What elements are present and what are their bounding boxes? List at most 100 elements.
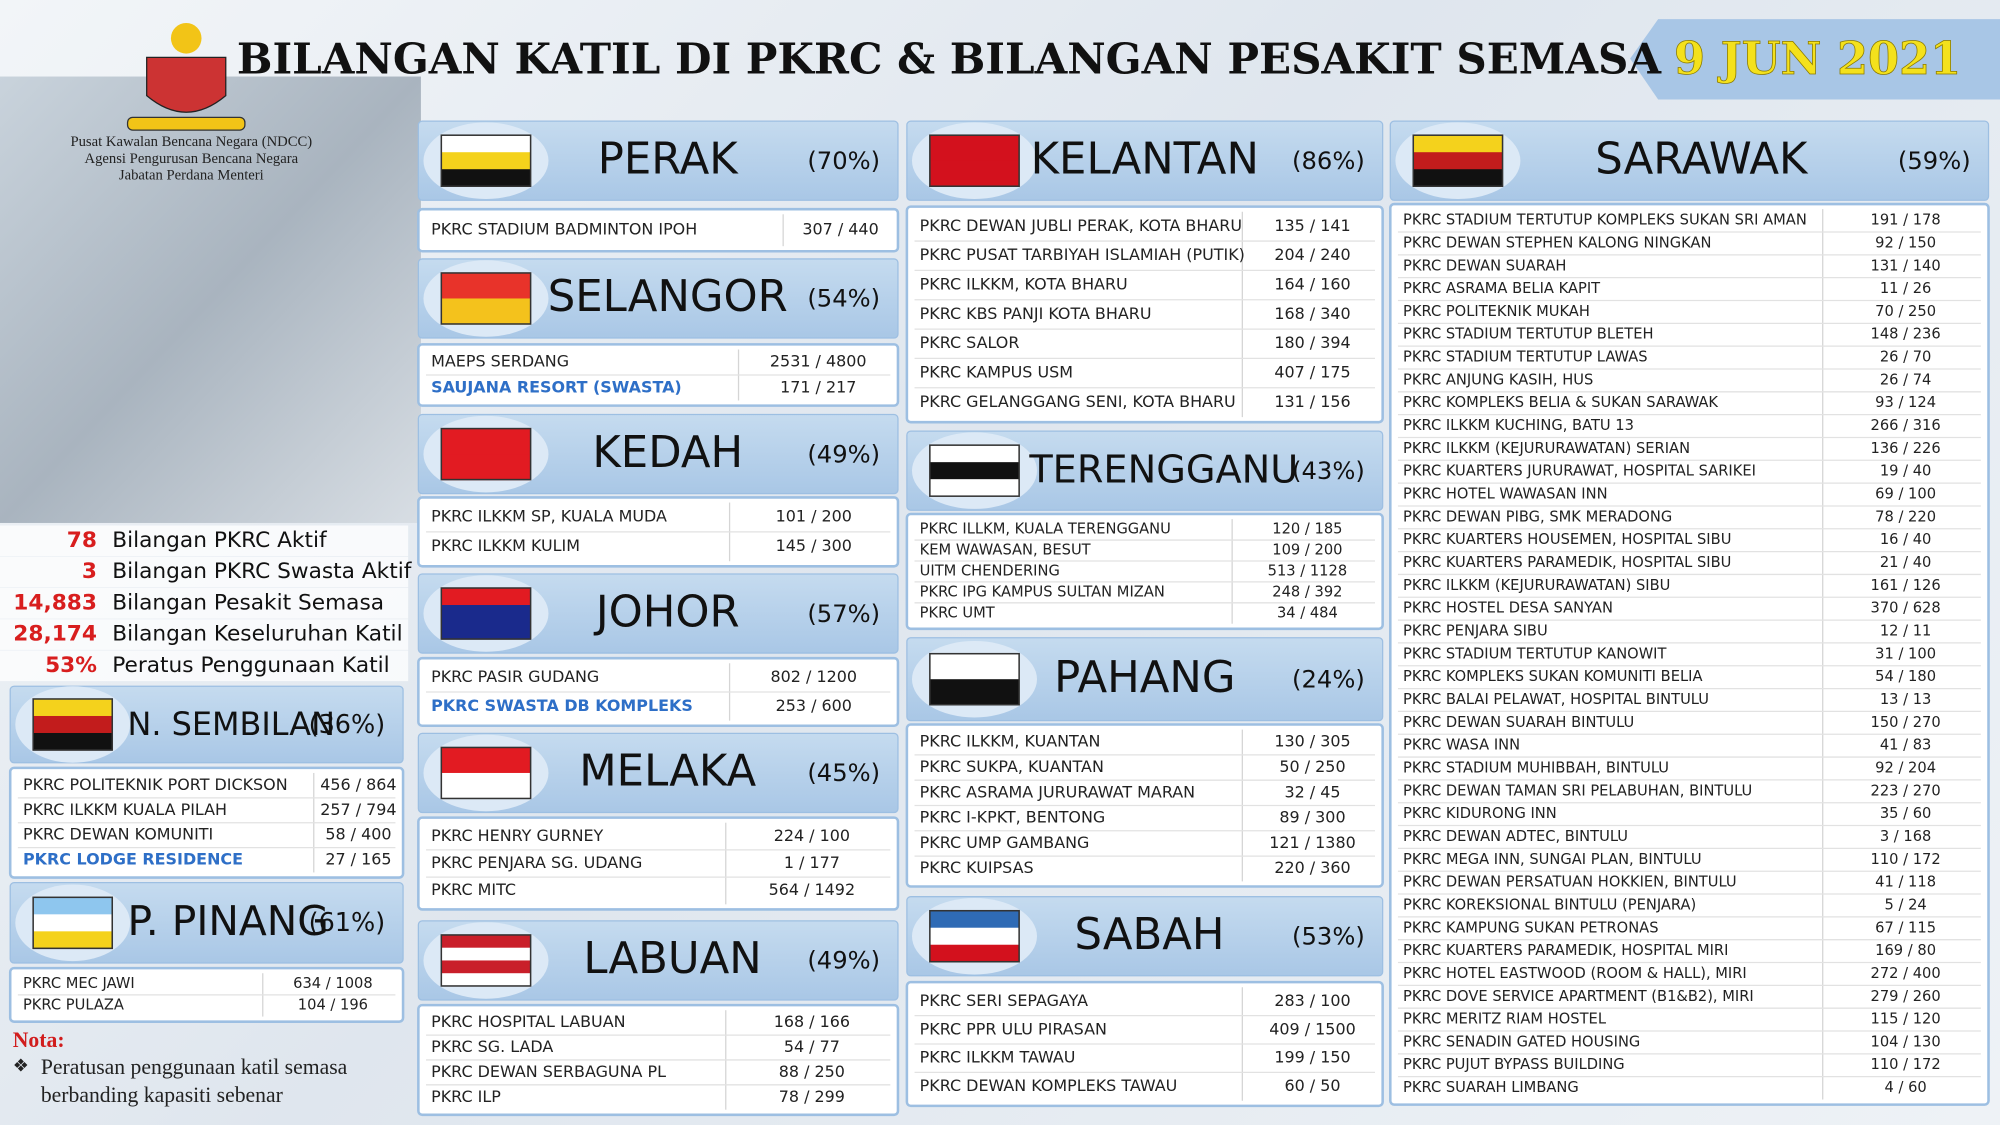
state-percent: (43%): [1292, 457, 1365, 485]
bed-count: 93 / 124: [1875, 394, 1936, 411]
flag-stripe: [441, 169, 531, 187]
state-name: KELANTAN: [1031, 134, 1259, 184]
flag-stripe: [929, 910, 1020, 929]
bed-count: 145 / 300: [776, 536, 852, 555]
facility-name: PKRC MEGA INN, SUNGAI PLAN, BINTULU: [1403, 851, 1702, 868]
flag-border: [929, 652, 1020, 706]
note-text: Peratusan penggunaan katil semasa berban…: [13, 1054, 408, 1110]
emblem: [126, 22, 246, 131]
facility-name: PKRC KAMPUNG SUKAN PETRONAS: [1403, 919, 1658, 936]
summary-label: Bilangan PKRC Aktif: [112, 528, 328, 553]
bed-count: 180 / 394: [1274, 333, 1350, 352]
flag-stripe: [441, 622, 531, 640]
flag-stripe: [929, 653, 1020, 680]
bed-count: 54 / 180: [1875, 668, 1936, 685]
facility-name: PKRC DOVE SERVICE APARTMENT (B1&B2), MIR…: [1403, 988, 1754, 1005]
facility-name: PKRC PPR ULU PIRASAN: [920, 1019, 1107, 1038]
flag-stripe: [929, 944, 1020, 963]
bed-count: 88 / 250: [779, 1062, 845, 1081]
flag-stripe: [441, 960, 531, 974]
facility-name: PKRC SERI SEPAGAYA: [920, 991, 1088, 1010]
bed-count: 802 / 1200: [771, 667, 857, 686]
facility-name: PKRC DEWAN SUARAH: [1403, 257, 1566, 274]
photo: [0, 76, 421, 523]
facility-name: PKRC ILKKM KUCHING, BATU 13: [1403, 417, 1634, 434]
summary-value: 3: [82, 559, 97, 584]
bed-count: 204 / 240: [1274, 245, 1350, 264]
bed-count: 78 / 220: [1875, 508, 1936, 525]
bed-count: 120 / 185: [1272, 521, 1342, 538]
state-percent: (61%): [309, 908, 386, 938]
bed-count: 32 / 45: [1284, 782, 1340, 801]
bed-count: 92 / 150: [1875, 234, 1936, 251]
facility-name: PKRC KBS PANJI KOTA BHARU: [920, 304, 1152, 323]
facility-name: PKRC LODGE RESIDENCE: [23, 850, 243, 869]
facility-name: PKRC KAMPUS USM: [920, 363, 1073, 382]
bed-count: 634 / 1008: [293, 975, 373, 992]
state-table: [1389, 202, 1990, 1106]
flag-border: [440, 934, 532, 987]
state-table: [905, 205, 1384, 424]
bed-count: 5 / 24: [1884, 896, 1926, 913]
flag-stripe: [1413, 152, 1503, 170]
bed-count: 60 / 50: [1284, 1076, 1340, 1095]
state-percent: (86%): [1292, 147, 1365, 175]
facility-name: PKRC PENJARA SIBU: [1403, 623, 1548, 640]
facility-name: KEM WAWASAN, BESUT: [920, 542, 1091, 559]
bed-count: 150 / 270: [1871, 714, 1941, 731]
agency-line: Jabatan Perdana Menteri: [119, 167, 264, 183]
facility-name: PKRC ASRAMA JURURAWAT MARAN: [920, 782, 1195, 801]
facility-name: PKRC ILLKM, KUALA TERENGGANU: [920, 521, 1171, 538]
flag-border: [440, 427, 532, 481]
flag-stripe: [441, 934, 531, 949]
flag-border: [1412, 134, 1504, 187]
bed-count: 12 / 11: [1880, 623, 1932, 640]
bed-count: 407 / 175: [1274, 363, 1350, 382]
bed-count: 109 / 200: [1272, 542, 1342, 559]
agency-line: Agensi Pengurusan Bencana Negara: [84, 151, 298, 167]
facility-name: PKRC ANJUNG KASIH, HUS: [1403, 371, 1593, 388]
state-percent: (36%): [309, 710, 386, 740]
facility-name: PKRC DEWAN SUARAH BINTULU: [1403, 714, 1634, 731]
flag-stripe: [929, 462, 1020, 480]
state-header: [1389, 120, 1990, 201]
facility-name: PKRC DEWAN SERBAGUNA PL: [431, 1062, 666, 1081]
bed-count: 131 / 140: [1871, 257, 1941, 274]
facility-name: PKRC STADIUM TERTUTUP KANOWIT: [1403, 645, 1666, 662]
facility-name: PKRC SENADIN GATED HOUSING: [1403, 1033, 1640, 1050]
summary-label: Bilangan Pesakit Semasa: [112, 590, 384, 615]
flag-stripe: [441, 272, 531, 300]
note: Nota: Peratusan penggunaan katil semasa …: [13, 1028, 408, 1110]
facility-name: PKRC KOMPLEKS SUKAN KOMUNITI BELIA: [1403, 668, 1702, 685]
flag-stripe: [441, 605, 531, 623]
flag-stripe: [929, 135, 1020, 162]
bed-count: 1 / 177: [784, 853, 840, 872]
facility-name: PKRC DEWAN PERSATUAN HOKKIEN, BINTULU: [1403, 874, 1737, 891]
facility-name: PKRC HOSTEL DESA SANYAN: [1403, 600, 1613, 617]
bed-count: 110 / 172: [1871, 1056, 1941, 1073]
facility-name: PKRC PENJARA SG. UDANG: [431, 853, 642, 872]
facility-name: PKRC DEWAN KOMPLEKS TAWAU: [920, 1076, 1178, 1095]
bed-count: 370 / 628: [1871, 600, 1941, 617]
summary-bg: [0, 556, 409, 588]
bed-count: 26 / 74: [1880, 371, 1932, 388]
flag-stripe: [929, 927, 1020, 946]
facility-name: MAEPS SERDANG: [431, 352, 569, 371]
facility-name: PKRC I-KPKT, BENTONG: [920, 808, 1106, 827]
flag-stripe: [1413, 169, 1503, 187]
bed-count: 27 / 165: [325, 850, 391, 869]
facility-name: PKRC ILKKM KUALA PILAH: [23, 800, 227, 819]
state-percent: (53%): [1292, 922, 1365, 950]
state-name: SELANGOR: [548, 272, 788, 322]
facility-name: PKRC BALAI PELAWAT, HOSPITAL BINTULU: [1403, 691, 1709, 708]
bed-count: 13 / 13: [1880, 691, 1932, 708]
bed-count: 283 / 100: [1274, 991, 1350, 1010]
bed-count: 135 / 141: [1274, 216, 1350, 235]
state-name: JOHOR: [593, 587, 740, 637]
flag-stripe: [33, 931, 113, 949]
facility-name: PKRC KOMPLEKS BELIA & SUKAN SARAWAK: [1403, 394, 1718, 411]
summary-value: 53%: [45, 653, 97, 678]
state-table: [417, 207, 900, 253]
bed-count: 409 / 1500: [1269, 1019, 1355, 1038]
facility-name: PKRC ILKKM, KUANTAN: [920, 732, 1101, 751]
